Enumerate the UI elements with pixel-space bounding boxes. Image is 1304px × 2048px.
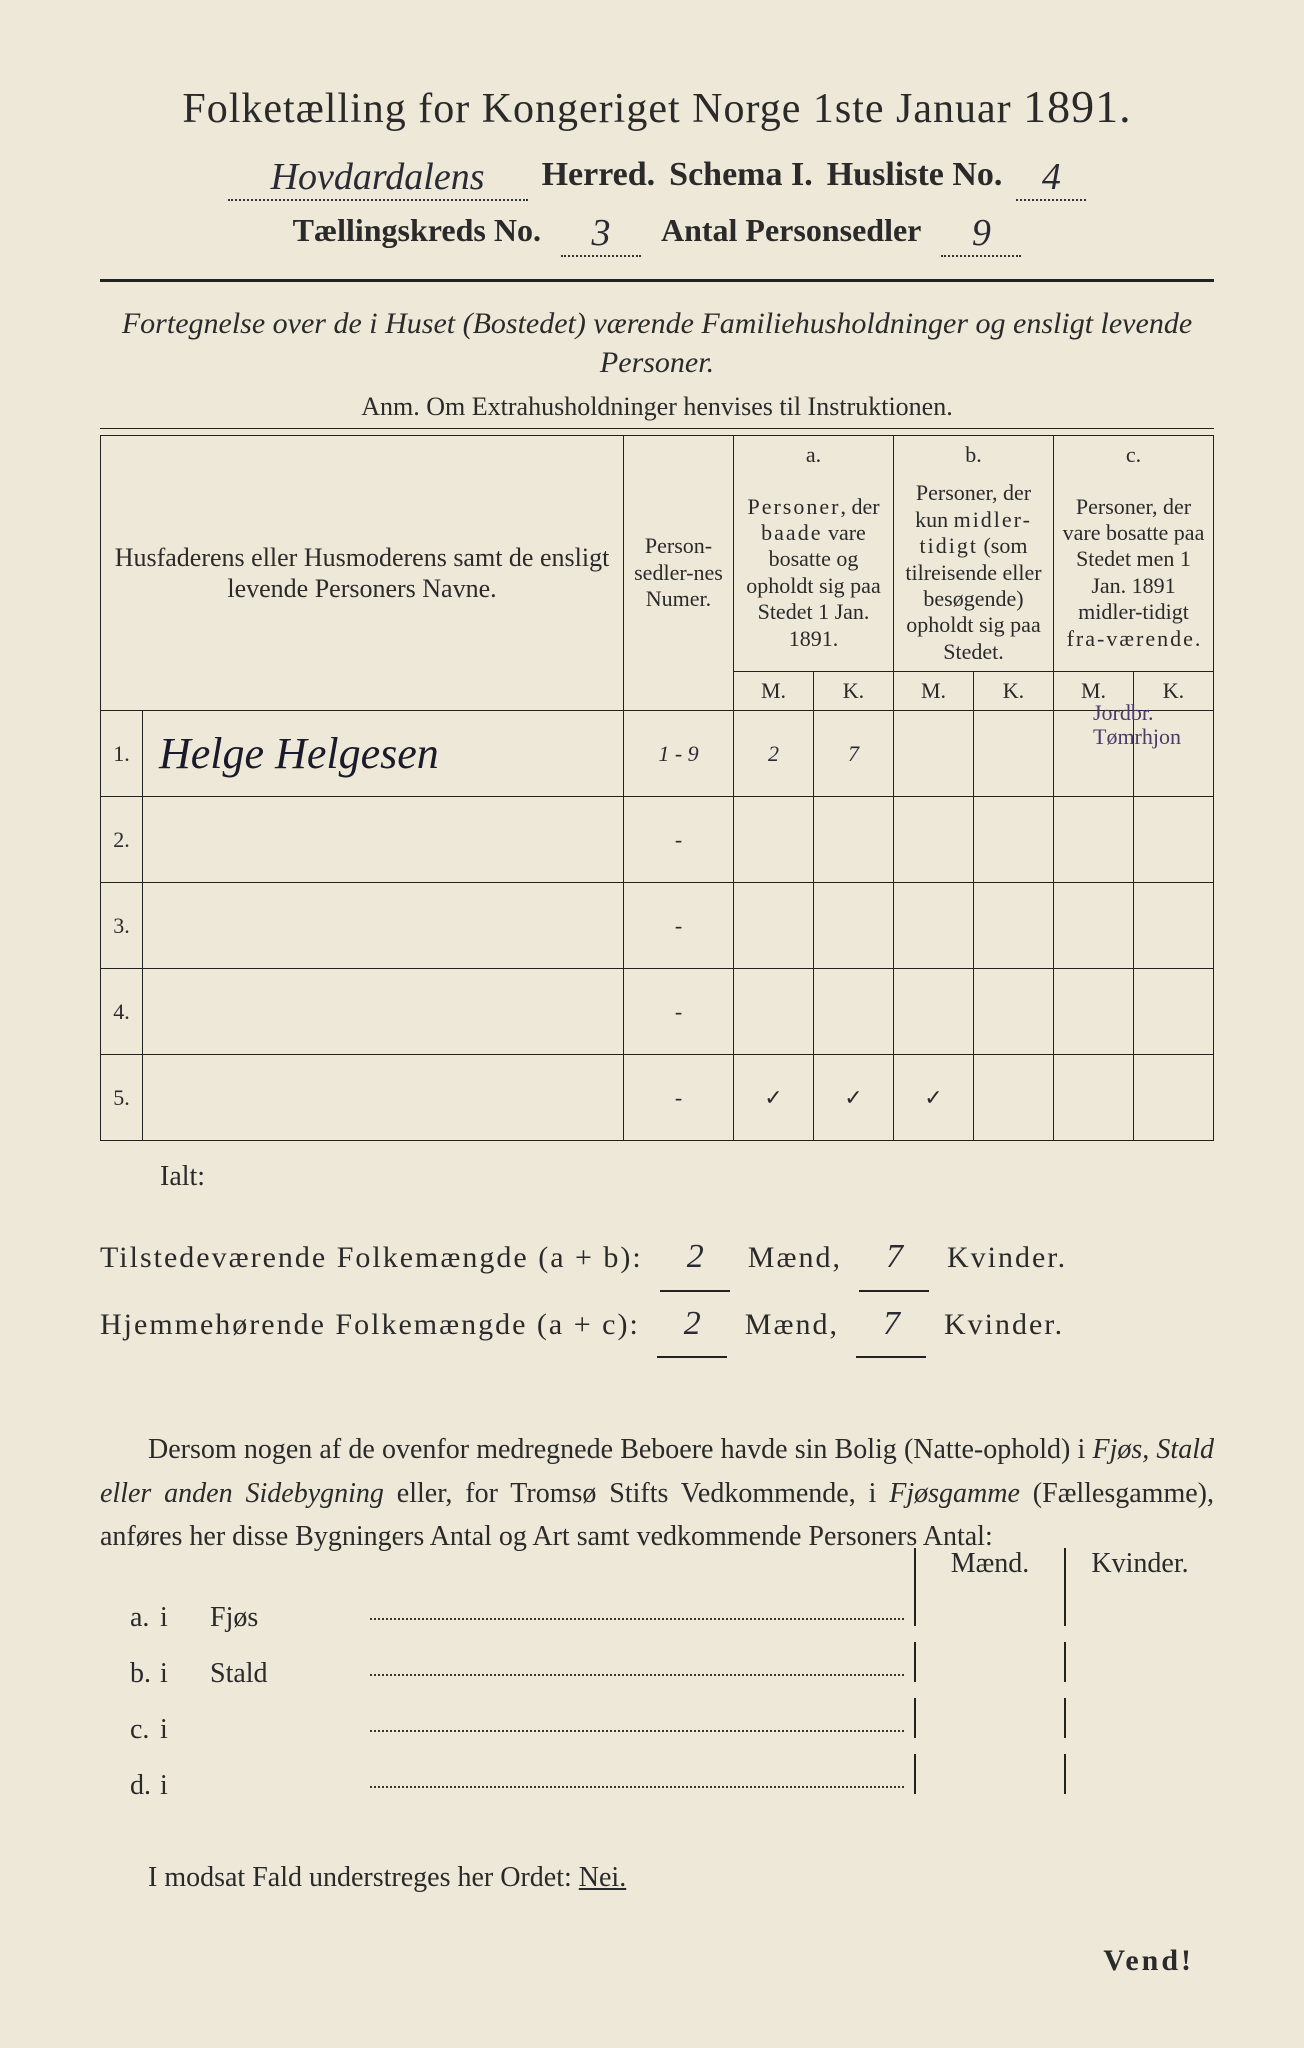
row-num: 1.: [101, 711, 143, 797]
table-row: 5. - ✓ ✓ ✓: [101, 1055, 1214, 1141]
totals-line-1: Tilstedeværende Folkemængde (a + b): 2 M…: [100, 1225, 1214, 1292]
table-head: Husfaderens eller Husmoderens samt de en…: [101, 436, 1214, 711]
sedler-cell: -: [624, 883, 734, 969]
divider-1: [100, 279, 1214, 282]
col-b-text: Personer, der kun midler-tidigt (som til…: [894, 474, 1054, 671]
name-cell: [143, 797, 624, 883]
vend-label: Vend!: [1103, 1944, 1194, 1978]
kreds-label: Tællingskreds No.: [293, 212, 541, 249]
husliste-label: Husliste No.: [827, 156, 1003, 194]
dotted-line: [370, 1730, 904, 1732]
row-num: 3.: [101, 883, 143, 969]
total-ac-m: 2: [657, 1292, 727, 1359]
dotted-line: [370, 1618, 904, 1620]
totals-block: Tilstedeværende Folkemængde (a + b): 2 M…: [100, 1225, 1214, 1358]
col-c-text: Personer, der vare bosatte paa Stedet me…: [1054, 474, 1214, 671]
row-num: 2.: [101, 797, 143, 883]
dotted-line: [370, 1674, 904, 1676]
table-row: 4. -: [101, 969, 1214, 1055]
a-m: 2: [734, 711, 814, 797]
census-form-page: Folketælling for Kongeriget Norge 1ste J…: [0, 0, 1304, 2048]
tick: ✓: [734, 1055, 814, 1141]
ialt-label: Ialt:: [100, 1141, 1214, 1201]
schema-label: Schema I.: [669, 156, 813, 194]
a-k: 7: [814, 711, 894, 797]
col-names: Husfaderens eller Husmoderens samt de en…: [101, 436, 624, 711]
name-cell: [143, 969, 624, 1055]
title-year: 1891.: [1023, 81, 1132, 132]
col-c-label: c.: [1054, 436, 1214, 475]
building-row: c. i: [100, 1698, 1214, 1746]
kvinder-head: Kvinder.: [1064, 1548, 1214, 1586]
divider-2: [100, 428, 1214, 429]
row-num: 4.: [101, 969, 143, 1055]
b-k: [974, 711, 1054, 797]
footer-instruction: I modsat Fald understreges her Ordet: Ne…: [100, 1862, 1214, 1894]
col-a-text: Personer, der baade vare bosatte og opho…: [734, 474, 894, 671]
husliste-value: 4: [1016, 155, 1086, 201]
col-b-label: b.: [894, 436, 1054, 475]
building-row: b. i Stald: [100, 1642, 1214, 1690]
sedler-cell: 1 - 9: [624, 711, 734, 797]
total-ac-k: 7: [856, 1292, 926, 1359]
table-row: 2. -: [101, 797, 1214, 883]
dotted-line: [370, 1786, 904, 1788]
building-mk-head: Mænd. Kvinder.: [914, 1548, 1214, 1586]
household-table: Husfaderens eller Husmoderens samt de en…: [100, 435, 1214, 1141]
header-line-3: Tællingskreds No. 3 Antal Personsedler 9: [100, 207, 1214, 253]
name-cell: [143, 1055, 624, 1141]
total-ab-m: 2: [660, 1225, 730, 1292]
herred-value: Hovdardalens: [228, 155, 528, 201]
tick: ✓: [894, 1055, 974, 1141]
header-line-2: Hovdardalens Herred. Schema I. Husliste …: [100, 151, 1214, 197]
maend-head: Mænd.: [914, 1548, 1064, 1586]
sedler-cell: -: [624, 969, 734, 1055]
col-a-k: K.: [814, 672, 894, 711]
page-title: Folketælling for Kongeriget Norge 1ste J…: [100, 80, 1214, 133]
col-a-label: a.: [734, 436, 894, 475]
table-body: 1. Helge Helgesen Jordbr. Tømrhjon 1 - 9…: [101, 711, 1214, 1141]
col-b-m: M.: [894, 672, 974, 711]
col-sedler: Person-sedler-nes Numer.: [624, 436, 734, 711]
row-num: 5.: [101, 1055, 143, 1141]
name-cell: Helge Helgesen Jordbr. Tømrhjon: [143, 711, 624, 797]
nei-word: Nei.: [579, 1862, 626, 1893]
totals-line-2: Hjemmehørende Folkemængde (a + c): 2 Mæn…: [100, 1292, 1214, 1359]
building-row: a. i Fjøs: [100, 1586, 1214, 1634]
antal-value: 9: [941, 211, 1021, 257]
building-table: Mænd. Kvinder. a. i Fjøs b. i Stald c. i…: [100, 1586, 1214, 1802]
antal-label: Antal Personsedler: [661, 212, 921, 249]
building-row: d. i: [100, 1754, 1214, 1802]
sedler-cell: -: [624, 1055, 734, 1141]
total-ab-k: 7: [859, 1225, 929, 1292]
instruction-paragraph: Dersom nogen af de ovenfor medregnede Be…: [100, 1428, 1214, 1558]
herred-label: Herred.: [542, 156, 656, 194]
form-anm: Anm. Om Extrahusholdninger henvises til …: [100, 392, 1214, 422]
margin-note: Jordbr. Tømrhjon: [1093, 701, 1183, 749]
name-value: Helge Helgesen: [151, 729, 439, 778]
col-b-k: K.: [974, 672, 1054, 711]
name-cell: [143, 883, 624, 969]
b-m: [894, 711, 974, 797]
form-subtitle: Fortegnelse over de i Huset (Bostedet) v…: [100, 304, 1214, 382]
tick: ✓: [814, 1055, 894, 1141]
table-row: 3. -: [101, 883, 1214, 969]
title-main: Folketælling for Kongeriget Norge 1ste J…: [182, 86, 1011, 132]
sedler-cell: -: [624, 797, 734, 883]
table-row: 1. Helge Helgesen Jordbr. Tømrhjon 1 - 9…: [101, 711, 1214, 797]
col-a-m: M.: [734, 672, 814, 711]
kreds-value: 3: [561, 211, 641, 257]
